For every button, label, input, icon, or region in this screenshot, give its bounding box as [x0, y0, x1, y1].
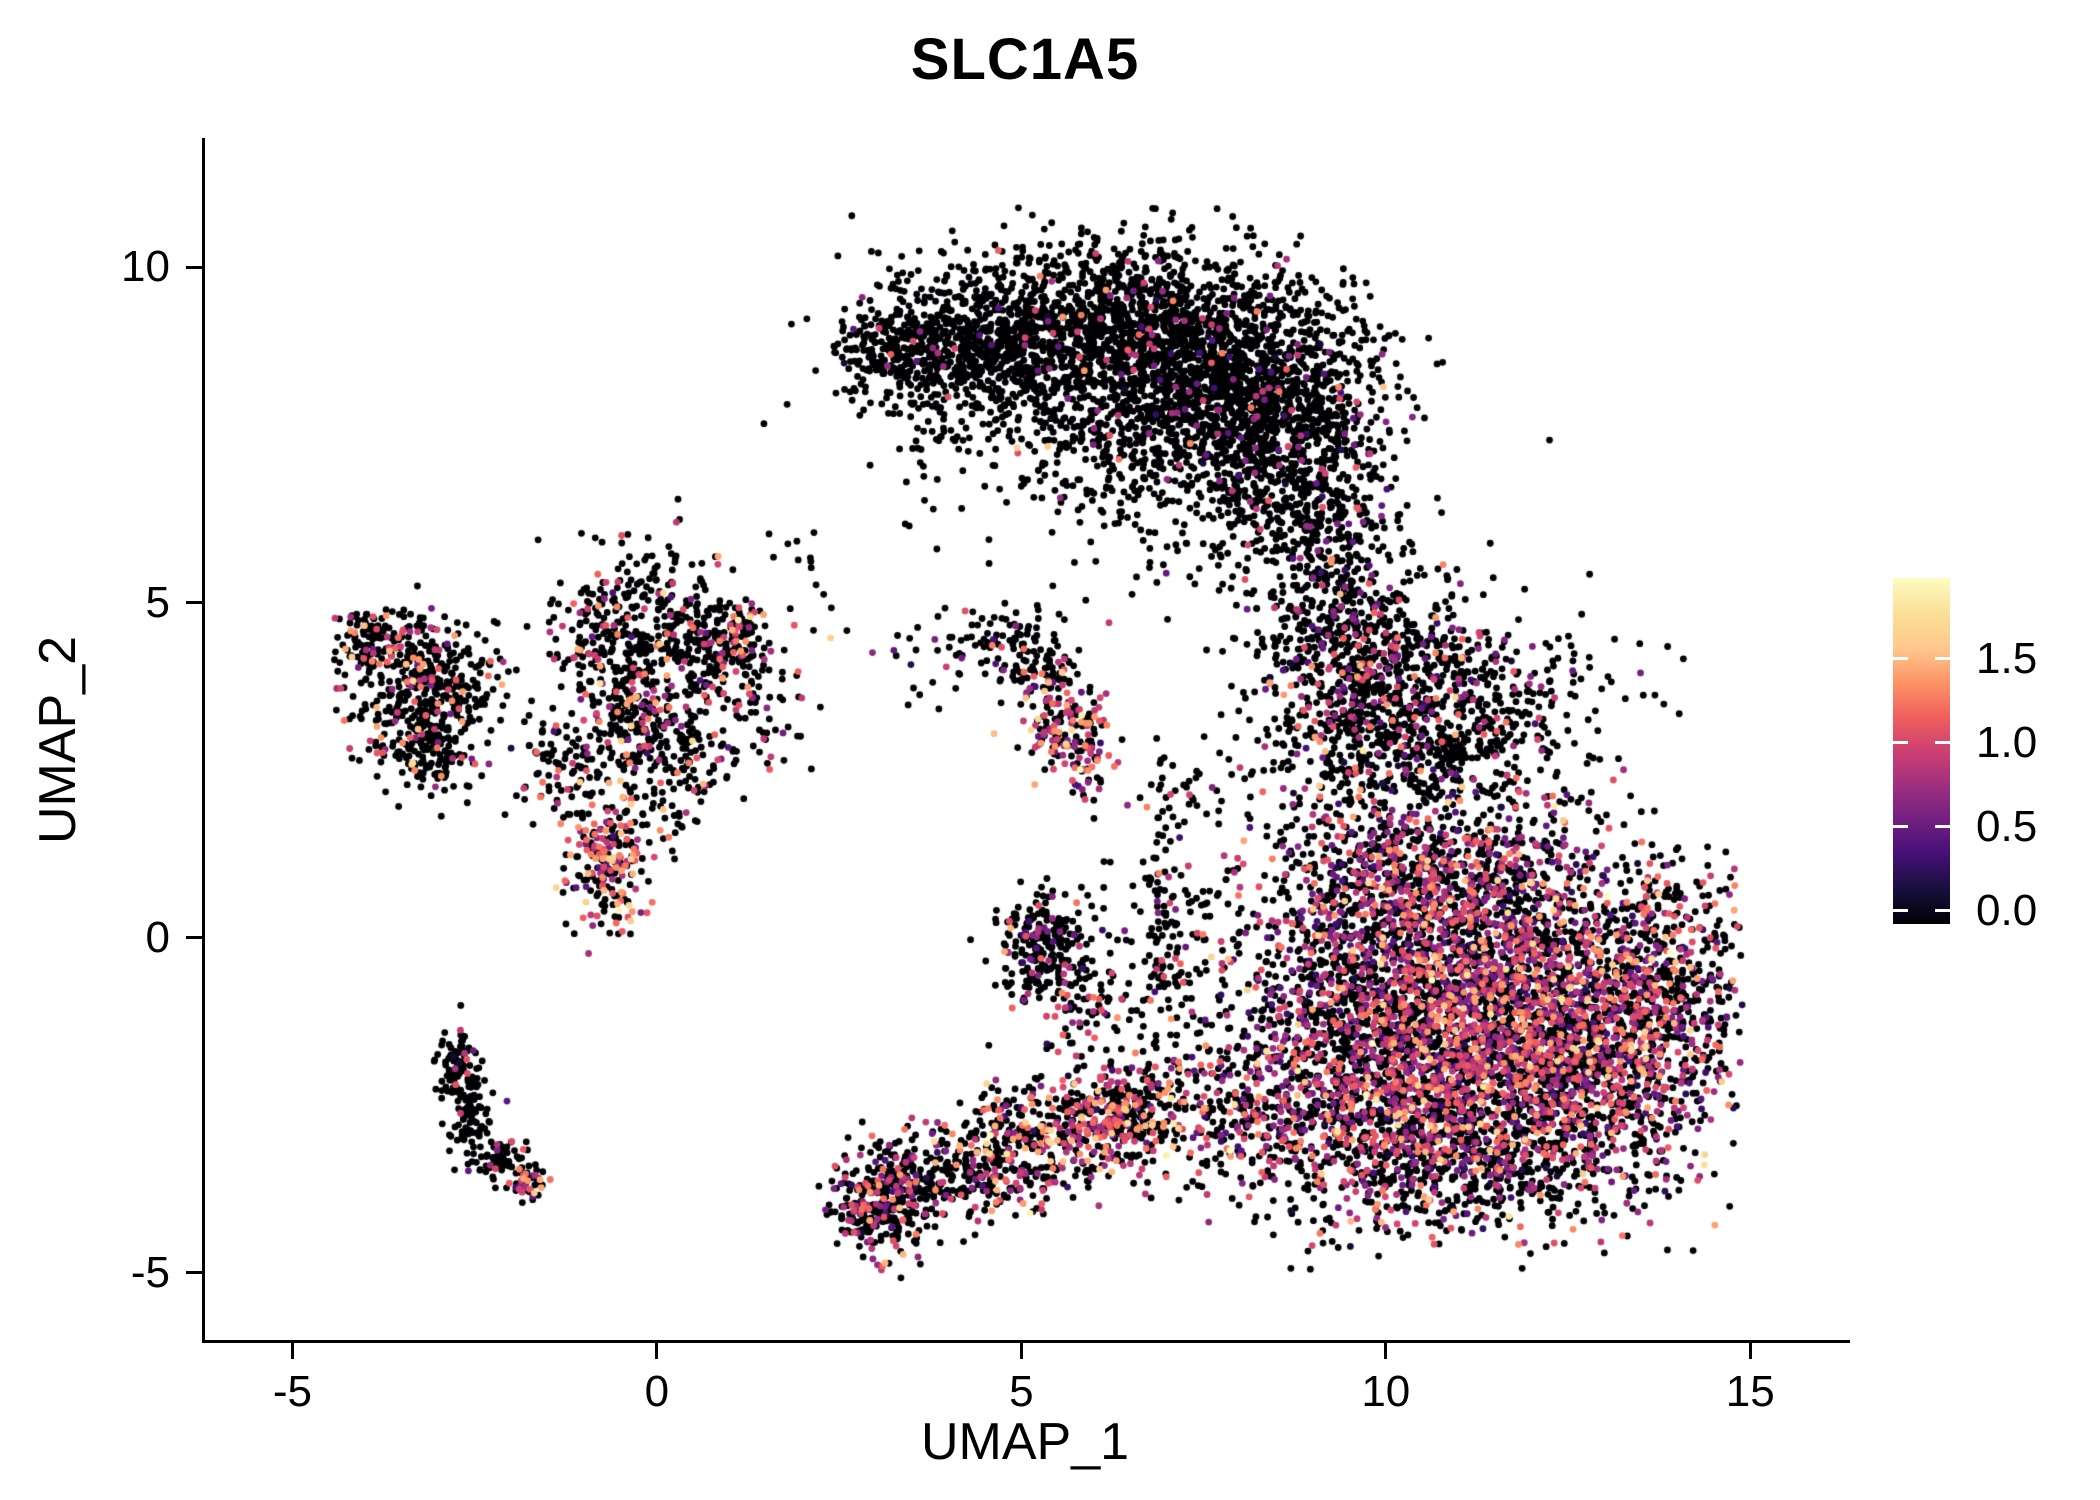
- y-tick-mark: [186, 936, 202, 940]
- y-axis-line: [202, 138, 205, 1343]
- y-tick-label: 10: [121, 242, 170, 292]
- colorbar-tick: [1893, 741, 1908, 745]
- colorbar-label: 1.0: [1976, 717, 2038, 767]
- x-tick-mark: [1019, 1343, 1023, 1359]
- x-tick-label: 10: [1361, 1367, 1411, 1416]
- x-tick-mark: [655, 1343, 659, 1359]
- colorbar-tick: [1935, 825, 1950, 829]
- y-tick-label: 0: [145, 912, 170, 962]
- colorbar-tick: [1935, 741, 1950, 745]
- x-axis-title: UMAP_1: [920, 1413, 1130, 1471]
- colorbar-tick: [1893, 657, 1908, 661]
- colorbar-label: 0.0: [1976, 885, 2038, 935]
- colorbar-tick: [1893, 909, 1908, 913]
- y-tick-label: -5: [130, 1247, 170, 1297]
- y-tick-mark: [186, 265, 202, 269]
- x-tick-label: 15: [1725, 1367, 1775, 1416]
- plot-title: SLC1A5: [910, 27, 1140, 92]
- scatter-canvas: [205, 140, 1845, 1340]
- colorbar-tick: [1935, 657, 1950, 661]
- x-tick-mark: [1384, 1343, 1388, 1359]
- y-tick-label: 5: [145, 577, 170, 627]
- x-tick-label: -5: [272, 1367, 313, 1416]
- colorbar-tick: [1935, 909, 1950, 913]
- colorbar-label: 1.5: [1976, 633, 2038, 683]
- y-tick-mark: [186, 601, 202, 605]
- colorbar-tick: [1893, 825, 1908, 829]
- x-tick-label: 5: [1009, 1367, 1034, 1416]
- x-axis-line: [202, 1340, 1850, 1343]
- y-tick-mark: [186, 1271, 202, 1275]
- colorbar: [1893, 578, 1950, 924]
- x-tick-mark: [1748, 1343, 1752, 1359]
- y-axis-title: UMAP_2: [29, 635, 87, 845]
- colorbar-label: 0.5: [1976, 801, 2038, 851]
- x-tick-mark: [290, 1343, 294, 1359]
- x-tick-label: 0: [644, 1367, 670, 1416]
